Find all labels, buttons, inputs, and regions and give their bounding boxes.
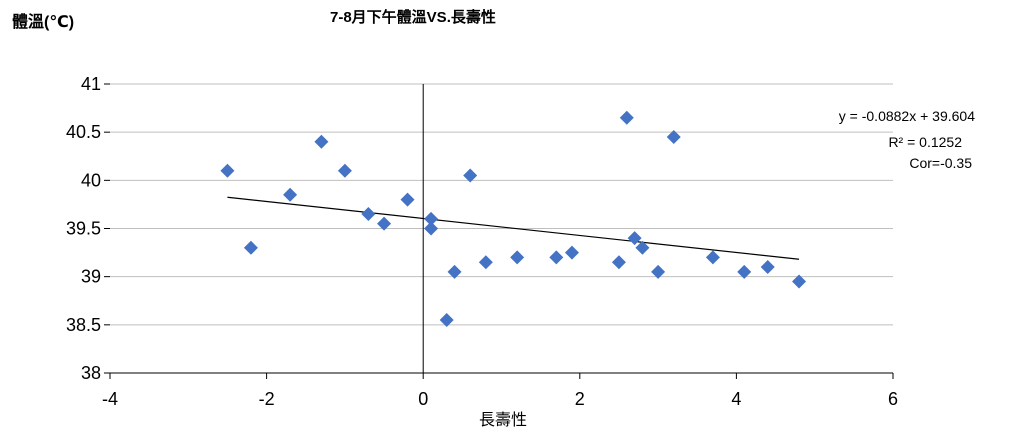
data-point xyxy=(424,221,439,236)
correlation-label: Cor=-0.35 xyxy=(909,155,972,171)
data-point xyxy=(619,110,634,125)
data-point xyxy=(549,250,564,265)
data-point xyxy=(463,168,478,183)
data-point xyxy=(564,245,579,260)
x-tick-label: 2 xyxy=(575,389,585,409)
data-point xyxy=(705,250,720,265)
x-axis-label: 長壽性 xyxy=(479,411,527,429)
y-tick-label: 38.5 xyxy=(66,315,101,335)
data-point xyxy=(361,207,376,222)
x-tick-label: -4 xyxy=(102,389,118,409)
data-point xyxy=(220,163,235,178)
r-squared-label: R² = 0.1252 xyxy=(888,134,962,150)
trendline xyxy=(227,196,800,260)
trendline-equation: y = -0.0882x + 39.604 xyxy=(839,108,975,124)
x-tick-label: 0 xyxy=(418,389,428,409)
chart-title: 7-8月下午體溫VS.長壽性 xyxy=(330,8,496,26)
x-tick-label: 6 xyxy=(888,389,898,409)
data-point xyxy=(666,129,681,144)
y-tick-label: 38 xyxy=(81,363,101,383)
x-tick-label: 4 xyxy=(731,389,741,409)
x-tick-label: -2 xyxy=(259,389,275,409)
data-point xyxy=(651,264,666,279)
y-tick-label: 39 xyxy=(81,267,101,287)
data-point xyxy=(478,255,493,270)
y-tick-label: 40 xyxy=(81,170,101,190)
data-point xyxy=(377,216,392,231)
y-tick-label: 41 xyxy=(81,74,101,94)
gridlines xyxy=(110,83,893,326)
data-point xyxy=(447,264,462,279)
data-point xyxy=(635,240,650,255)
data-points xyxy=(220,110,807,328)
data-point xyxy=(424,211,439,226)
y-tick-label: 39.5 xyxy=(66,219,101,239)
data-point xyxy=(400,192,415,207)
data-point xyxy=(283,187,298,202)
trendline-layer xyxy=(227,196,800,260)
data-point xyxy=(611,255,626,270)
y-axis-label: 體溫(℃) xyxy=(12,12,74,31)
data-point xyxy=(439,313,454,328)
data-point xyxy=(314,134,329,149)
data-point xyxy=(510,250,525,265)
data-point xyxy=(792,274,807,289)
data-point xyxy=(337,163,352,178)
data-point xyxy=(243,240,258,255)
axes xyxy=(104,83,894,379)
data-point xyxy=(627,231,642,246)
data-point xyxy=(760,260,775,275)
x-tick-labels: -4 -2 0 2 4 6 xyxy=(102,389,898,409)
y-tick-label: 40.5 xyxy=(66,122,101,142)
y-tick-labels: 38 38.5 39 39.5 40 40.5 41 xyxy=(66,74,101,383)
data-point xyxy=(737,264,752,279)
